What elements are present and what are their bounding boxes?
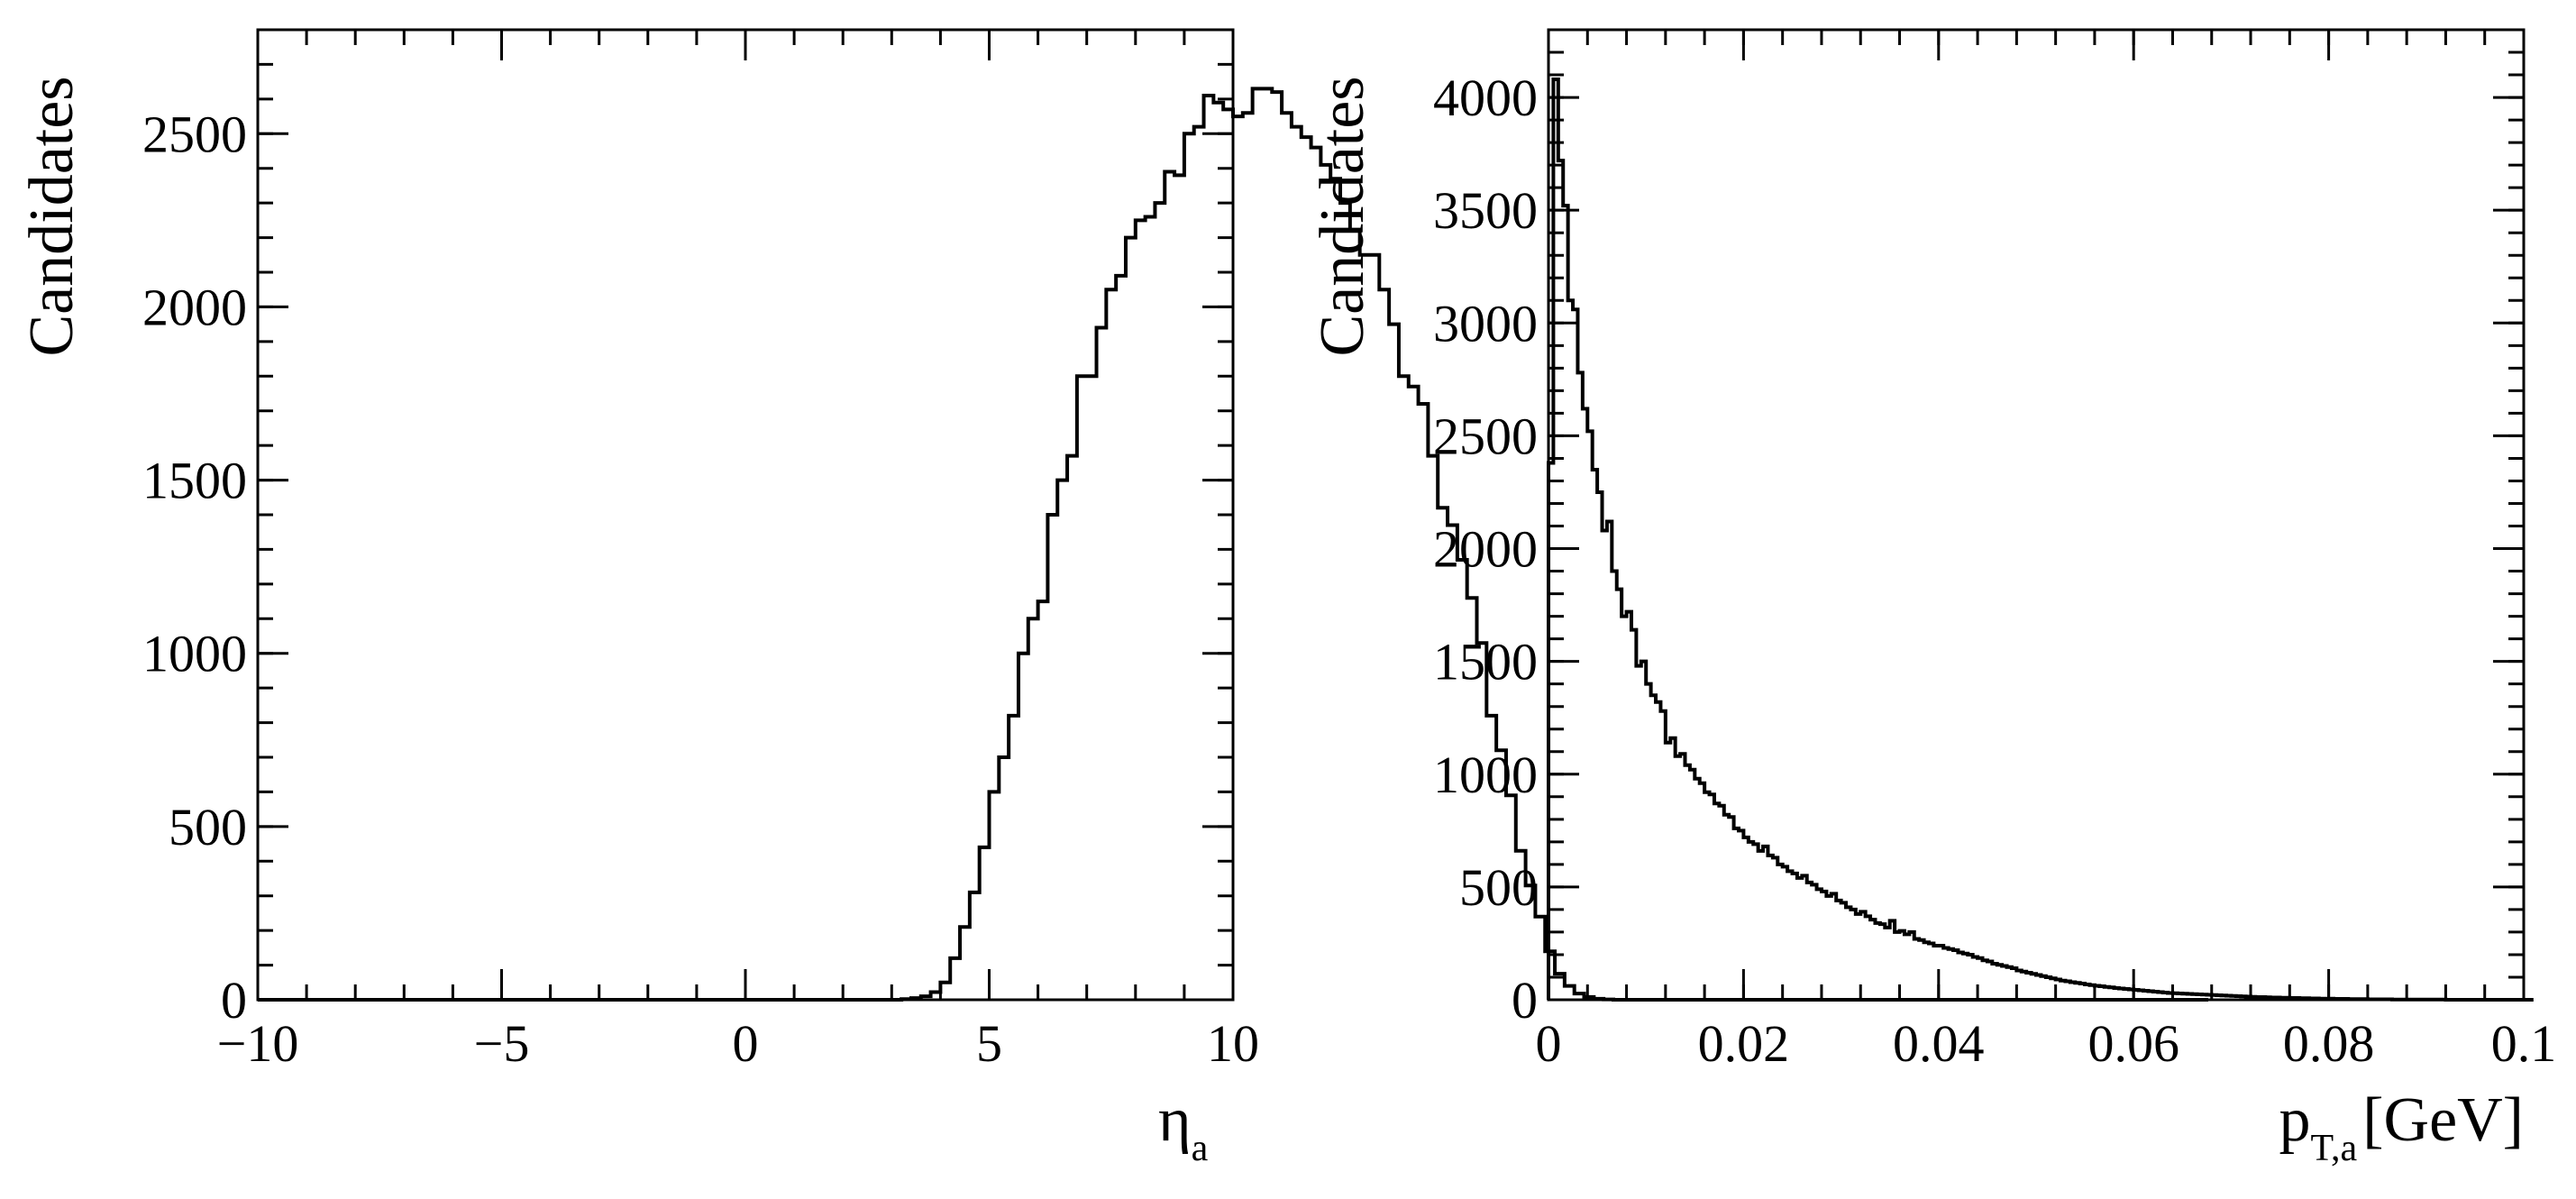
eta-x-tick-label: 5 [976, 1014, 1002, 1073]
eta-y-tick-label: 1000 [142, 625, 247, 683]
pt-x-tick-label: 0.06 [2087, 1014, 2179, 1073]
pt-y-tick-label: 4000 [1433, 69, 1538, 127]
eta-ticks [256, 28, 1235, 1002]
pt-x-tick-label: 0.02 [1698, 1014, 1790, 1073]
pt-x-tick-label: 0.1 [2491, 1014, 2557, 1073]
pt-y-tick-label: 2000 [1433, 520, 1538, 579]
pt-x-axis-unit: [GeV] [2362, 1085, 2524, 1155]
eta-y-tick-label: 2500 [142, 105, 247, 163]
eta-x-tick-label: 10 [1207, 1014, 1259, 1073]
eta-x-tick-label: −10 [217, 1014, 299, 1073]
eta-plot-frame [256, 28, 1235, 1002]
eta-x-axis-subscript: a [1192, 1128, 1209, 1169]
pt-x-axis-label: pT,a[GeV] [2279, 1085, 2524, 1169]
eta-tick-labels: −10 −5 0 5 10 0 500 1000 1500 2000 2500 [142, 105, 1259, 1073]
eta-y-tick-label: 0 [221, 971, 247, 1030]
pt-y-tick-label: 1500 [1433, 633, 1538, 691]
eta-y-tick-label: 500 [169, 798, 247, 856]
pt-histogram-line [1547, 78, 2534, 1002]
pt-histogram-panel: 0 0.02 0.04 0.06 0.08 0.1 0 500 1000 1500 2000 2500… [1308, 28, 2556, 1169]
pt-plot-frame [1547, 28, 2526, 1002]
eta-y-tick-label: 1500 [142, 452, 247, 510]
eta-y-axis-label: Candidates [17, 76, 87, 356]
pt-y-axis-label: Candidates [1308, 76, 1377, 356]
eta-x-axis-symbol: η [1158, 1085, 1192, 1155]
eta-x-axis-label: ηa [1158, 1085, 1209, 1169]
eta-x-tick-label: −5 [474, 1014, 530, 1073]
pt-tick-labels: 0 0.02 0.04 0.06 0.08 0.1 0 500 1000 1500 2000 2500… [1433, 69, 2556, 1073]
eta-histogram-panel: −10 −5 0 5 10 0 500 1000 1500 2000 2500 Candidates… [17, 28, 2208, 1169]
eta-x-tick-label: 0 [733, 1014, 759, 1073]
pt-x-tick-label: 0.08 [2283, 1014, 2375, 1073]
pt-y-tick-label: 500 [1459, 858, 1538, 917]
pt-x-axis-symbol: p [2279, 1085, 2311, 1155]
pt-x-axis-subscript: T,a [2311, 1128, 2358, 1169]
pt-y-tick-label: 2500 [1433, 407, 1538, 465]
pt-y-tick-label: 3500 [1433, 181, 1538, 240]
pt-y-tick-label: 0 [1512, 971, 1538, 1030]
pt-y-tick-label: 3000 [1433, 294, 1538, 352]
pt-x-tick-label: 0.04 [1893, 1014, 1985, 1073]
pt-ticks [1547, 28, 2526, 1002]
pt-y-tick-label: 1000 [1433, 746, 1538, 804]
pt-x-tick-label: 0 [1536, 1014, 1562, 1073]
eta-y-tick-label: 2000 [142, 278, 247, 336]
